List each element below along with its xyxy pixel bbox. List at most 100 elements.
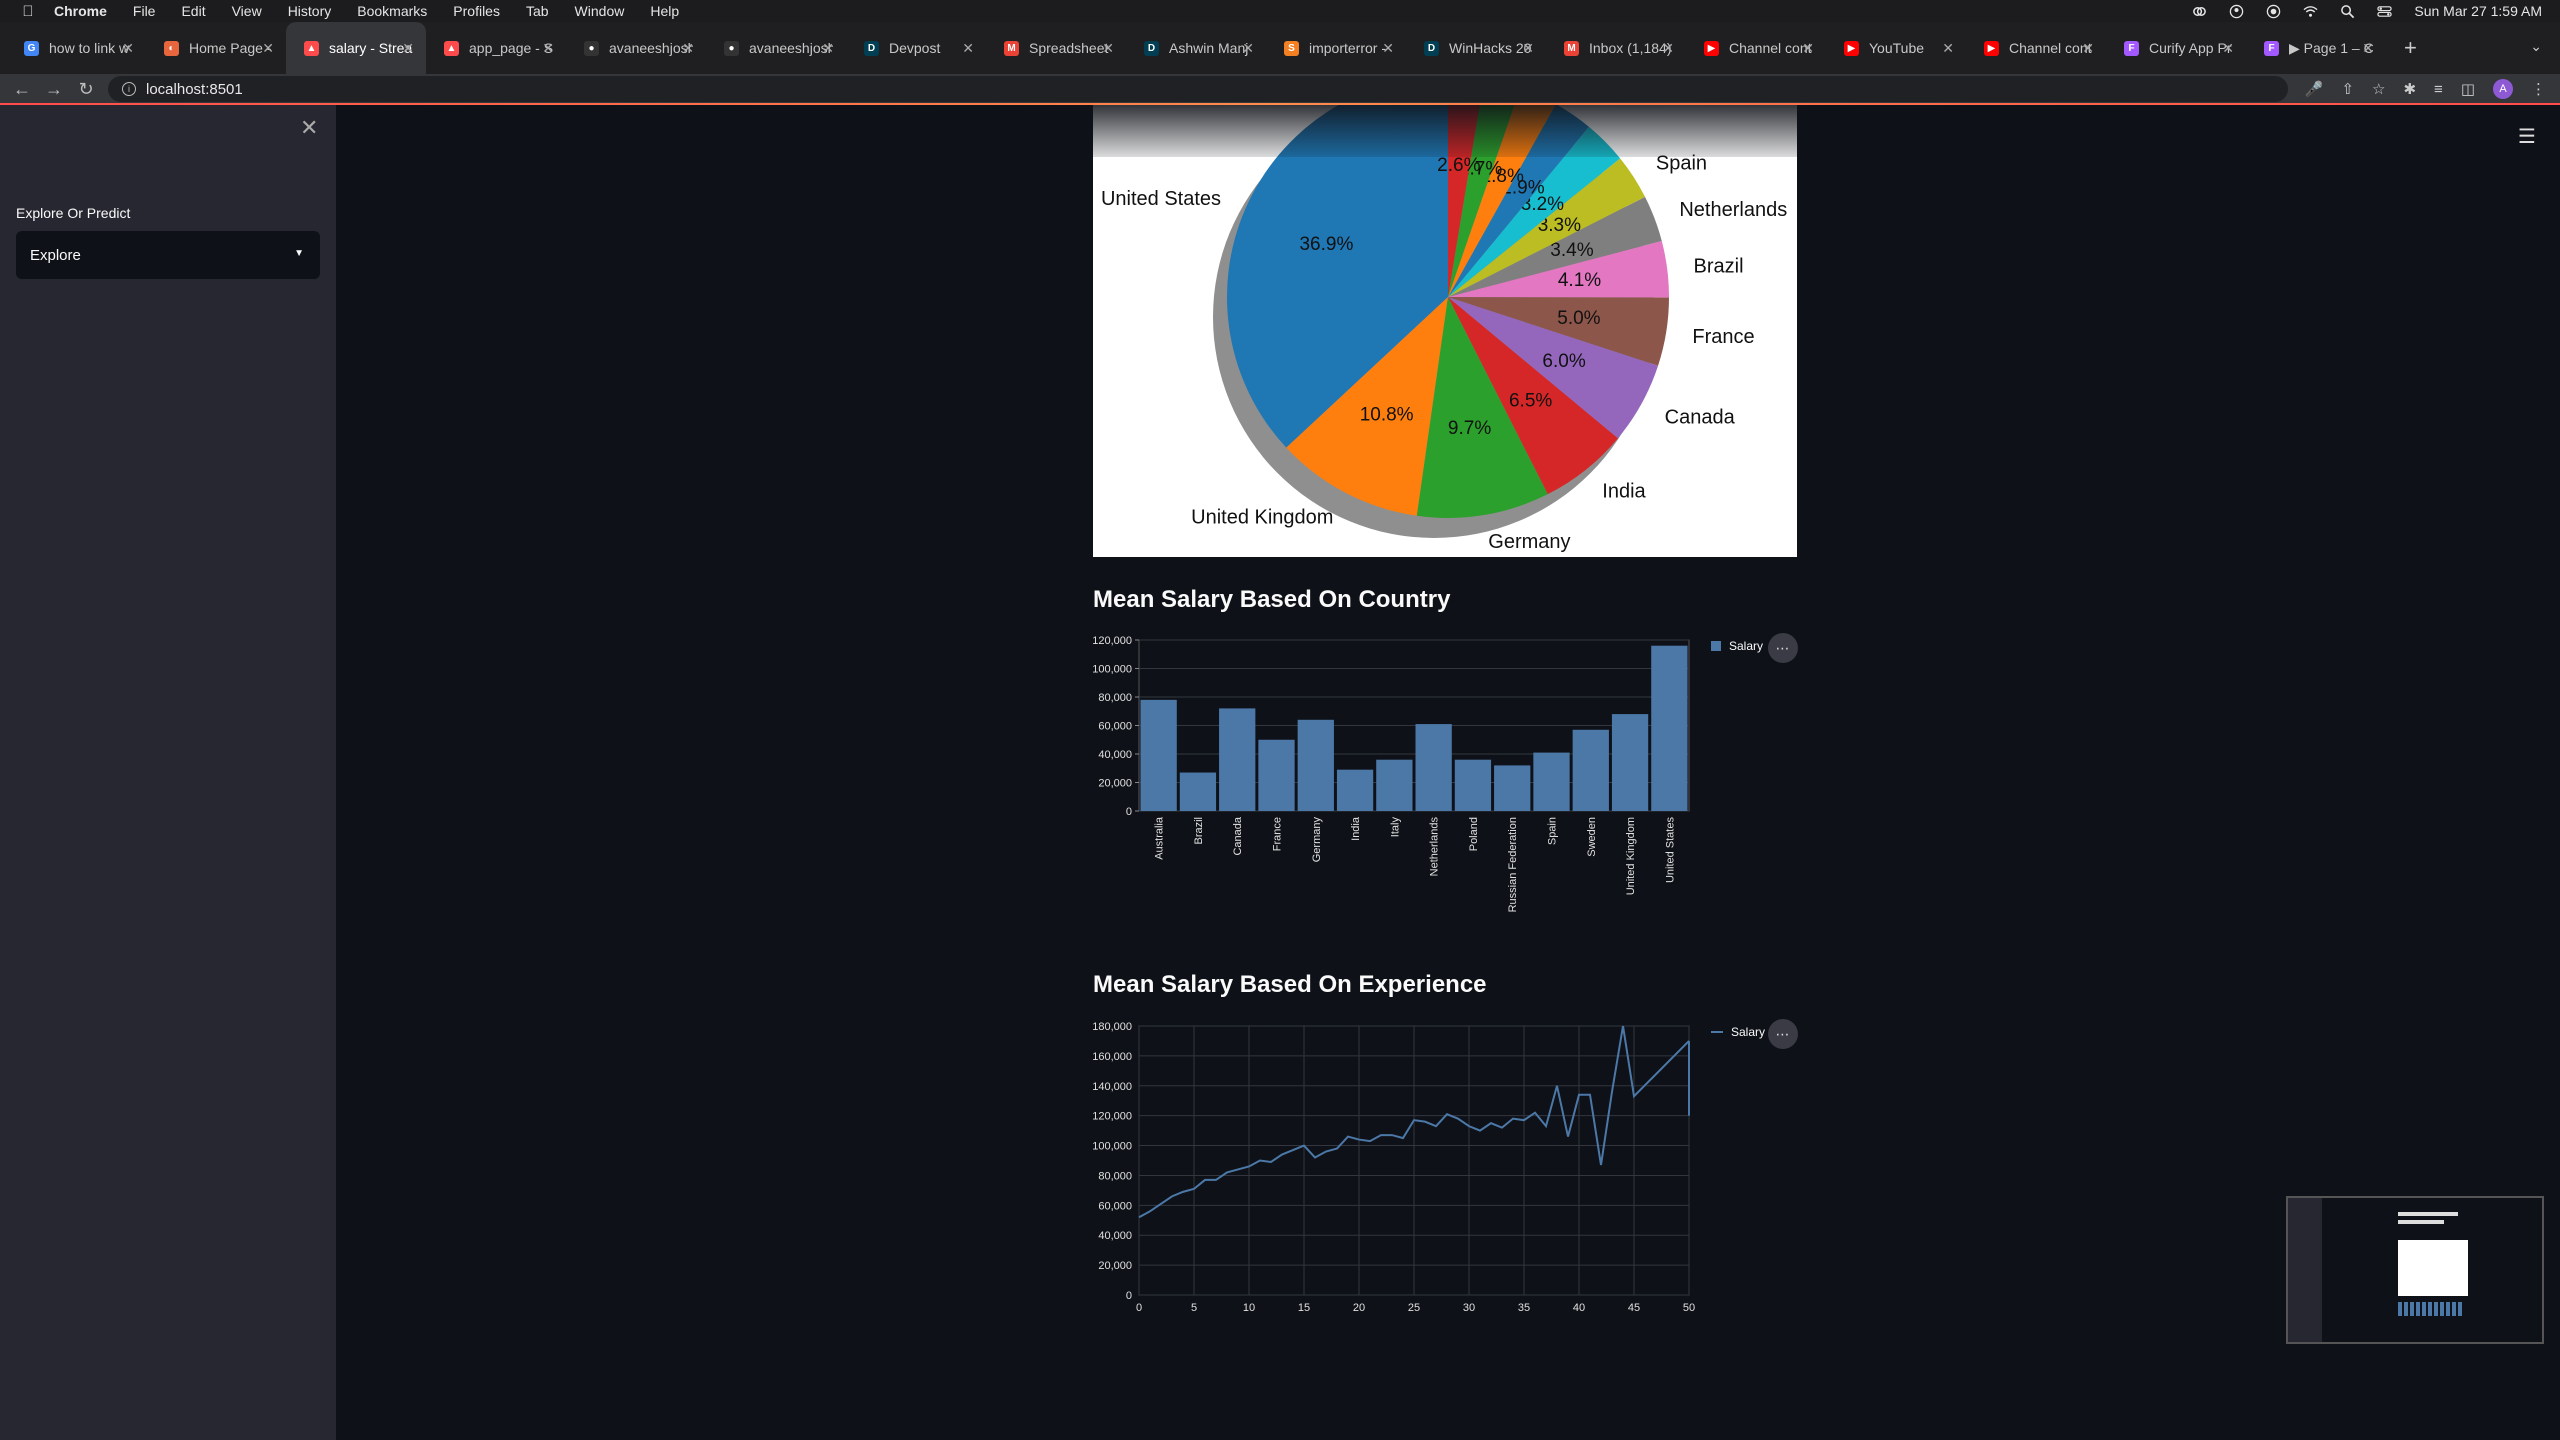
tab-close-icon[interactable]: ✕: [1942, 39, 1954, 56]
menu-file[interactable]: File: [132, 3, 156, 19]
bar[interactable]: [1219, 708, 1256, 811]
tab-search-icon[interactable]: ⌄: [2530, 38, 2542, 54]
bar[interactable]: [1454, 759, 1492, 811]
tab-close-icon[interactable]: ✕: [962, 39, 974, 56]
tab-label: salary - Strea: [329, 40, 413, 56]
bar[interactable]: [1572, 729, 1609, 811]
bar[interactable]: [1376, 759, 1413, 811]
browser-tab[interactable]: F Curify App Pr ✕: [2106, 22, 2246, 74]
control-center-icon[interactable]: [2377, 4, 2393, 19]
tab-close-icon[interactable]: ✕: [822, 39, 834, 56]
menu-help[interactable]: Help: [650, 3, 680, 19]
creative-cloud-icon[interactable]: [2192, 4, 2207, 19]
address-bar[interactable]: i localhost:8501: [108, 76, 2288, 102]
back-icon[interactable]: ←: [13, 78, 31, 99]
screenshot-thumbnail[interactable]: [2286, 1196, 2544, 1344]
salary-line[interactable]: [1138, 1025, 1690, 1219]
tab-favicon-icon: ▶: [1844, 40, 1859, 56]
apple-icon[interactable]: : [20, 3, 36, 20]
bookmark-star-icon[interactable]: ☆: [2372, 81, 2386, 98]
tab-close-icon[interactable]: ✕: [1802, 39, 1814, 56]
bar-xtick-label: Germany: [1311, 817, 1323, 863]
line-xtick-label: 50: [1683, 1302, 1695, 1314]
browser-tab[interactable]: ▶ YouTube ✕: [1826, 22, 1966, 74]
bar[interactable]: [1140, 699, 1177, 811]
line-xtick-label: 40: [1573, 1302, 1585, 1314]
menu-profiles[interactable]: Profiles: [453, 3, 500, 19]
side-panel-icon[interactable]: ◫: [2460, 81, 2475, 98]
bar[interactable]: [1297, 719, 1334, 811]
browser-tab[interactable]: M Spreadsheet ✕: [986, 22, 1126, 74]
close-sidebar-icon[interactable]: ✕: [300, 115, 319, 140]
chrome-menu-icon[interactable]: ⋮: [2531, 81, 2546, 98]
menu-window[interactable]: Window: [574, 3, 625, 19]
search-icon[interactable]: [2340, 4, 2355, 19]
hamburger-menu-icon[interactable]: ☰: [2518, 126, 2536, 148]
browser-tab[interactable]: ● avaneeshjosh ✕: [566, 22, 706, 74]
url-text[interactable]: localhost:8501: [146, 80, 243, 98]
bar[interactable]: [1533, 752, 1570, 811]
chart-actions-button[interactable]: ⋯: [1768, 1019, 1798, 1049]
menu-chrome[interactable]: Chrome: [54, 3, 107, 19]
bar[interactable]: [1651, 645, 1688, 811]
tab-close-icon[interactable]: ✕: [1242, 39, 1254, 56]
browser-tab[interactable]: ▶ Channel cont ✕: [1686, 22, 1826, 74]
browser-tab[interactable]: M Inbox (1,184) ✕: [1546, 22, 1686, 74]
tab-close-icon[interactable]: ✕: [1662, 39, 1674, 56]
new-tab-icon[interactable]: +: [2404, 35, 2417, 60]
menu-history[interactable]: History: [287, 3, 332, 19]
browser-tab[interactable]: ● avaneeshjosh ✕: [706, 22, 846, 74]
reading-list-icon[interactable]: ≡: [2434, 80, 2443, 98]
browser-tab[interactable]: D WinHacks 20 ✕: [1406, 22, 1546, 74]
bar-chart[interactable]: 0 20,000 40,000 60,000 80,000 100,000 120,000 A…: [1093, 630, 1703, 920]
bar[interactable]: [1494, 765, 1531, 811]
bar[interactable]: [1611, 714, 1649, 811]
tab-close-icon[interactable]: ✕: [262, 39, 274, 56]
tab-close-icon[interactable]: ✕: [1102, 39, 1114, 56]
site-info-icon[interactable]: i: [122, 82, 136, 96]
browser-tab[interactable]: ▲ salary - Strea ✕: [286, 22, 426, 74]
browser-tab[interactable]: D Ashwin Manj ✕: [1126, 22, 1266, 74]
wifi-icon[interactable]: [2303, 4, 2318, 19]
tab-close-icon[interactable]: ✕: [2362, 39, 2374, 56]
menu-view[interactable]: View: [231, 3, 262, 19]
tab-close-icon[interactable]: ✕: [1382, 39, 1394, 56]
chart-actions-button[interactable]: ⋯: [1768, 633, 1798, 663]
tab-close-icon[interactable]: ✕: [2082, 39, 2094, 56]
extensions-icon[interactable]: ✱: [2403, 81, 2417, 98]
tab-close-icon[interactable]: ✕: [682, 39, 694, 56]
browser-tab[interactable]: ▲ app_page - St ✕: [426, 22, 566, 74]
bar[interactable]: [1179, 772, 1217, 811]
bar[interactable]: [1258, 739, 1295, 811]
browser-tab[interactable]: ◐ Home Page - ✕: [146, 22, 286, 74]
mic-icon[interactable]: 🎤: [2304, 81, 2324, 98]
bar[interactable]: [1336, 769, 1374, 811]
tab-label: Inbox (1,184): [1589, 40, 1672, 56]
menu-bookmarks[interactable]: Bookmarks: [357, 3, 428, 19]
pie-percent-label: 4.1%: [1558, 270, 1601, 291]
menubar-clock[interactable]: Sun Mar 27 1:59 AM: [2414, 3, 2542, 19]
menu-tab[interactable]: Tab: [525, 3, 549, 19]
menu-edit[interactable]: Edit: [181, 3, 206, 19]
browser-tab[interactable]: F ▶ Page 1 – Cu ✕: [2246, 22, 2386, 74]
tab-close-icon[interactable]: ✕: [542, 39, 554, 56]
browser-tab[interactable]: D Devpost ✕: [846, 22, 986, 74]
tab-close-icon[interactable]: ✕: [2222, 39, 2234, 56]
tab-label: avaneeshjosh: [749, 40, 833, 56]
user-circle-icon[interactable]: [2229, 4, 2244, 19]
tab-close-icon[interactable]: ✕: [402, 39, 414, 56]
explore-predict-select[interactable]: Explore ▼: [16, 231, 320, 279]
forward-icon[interactable]: →: [45, 78, 63, 99]
record-icon[interactable]: [2266, 4, 2281, 19]
bar[interactable]: [1415, 724, 1452, 811]
profile-avatar[interactable]: A: [2493, 79, 2513, 99]
line-xtick-label: 25: [1408, 1302, 1420, 1314]
share-icon[interactable]: ⇧: [2341, 81, 2355, 98]
browser-tab[interactable]: ▶ Channel cont ✕: [1966, 22, 2106, 74]
line-chart[interactable]: 0 5 10 15 20 25 30 35 40 45 50 0 20,000 40,000 60,000 8…: [1093, 1016, 1703, 1316]
tab-close-icon[interactable]: ✕: [1522, 39, 1534, 56]
reload-icon[interactable]: ↻: [78, 78, 94, 99]
tab-close-icon[interactable]: ✕: [122, 39, 134, 56]
